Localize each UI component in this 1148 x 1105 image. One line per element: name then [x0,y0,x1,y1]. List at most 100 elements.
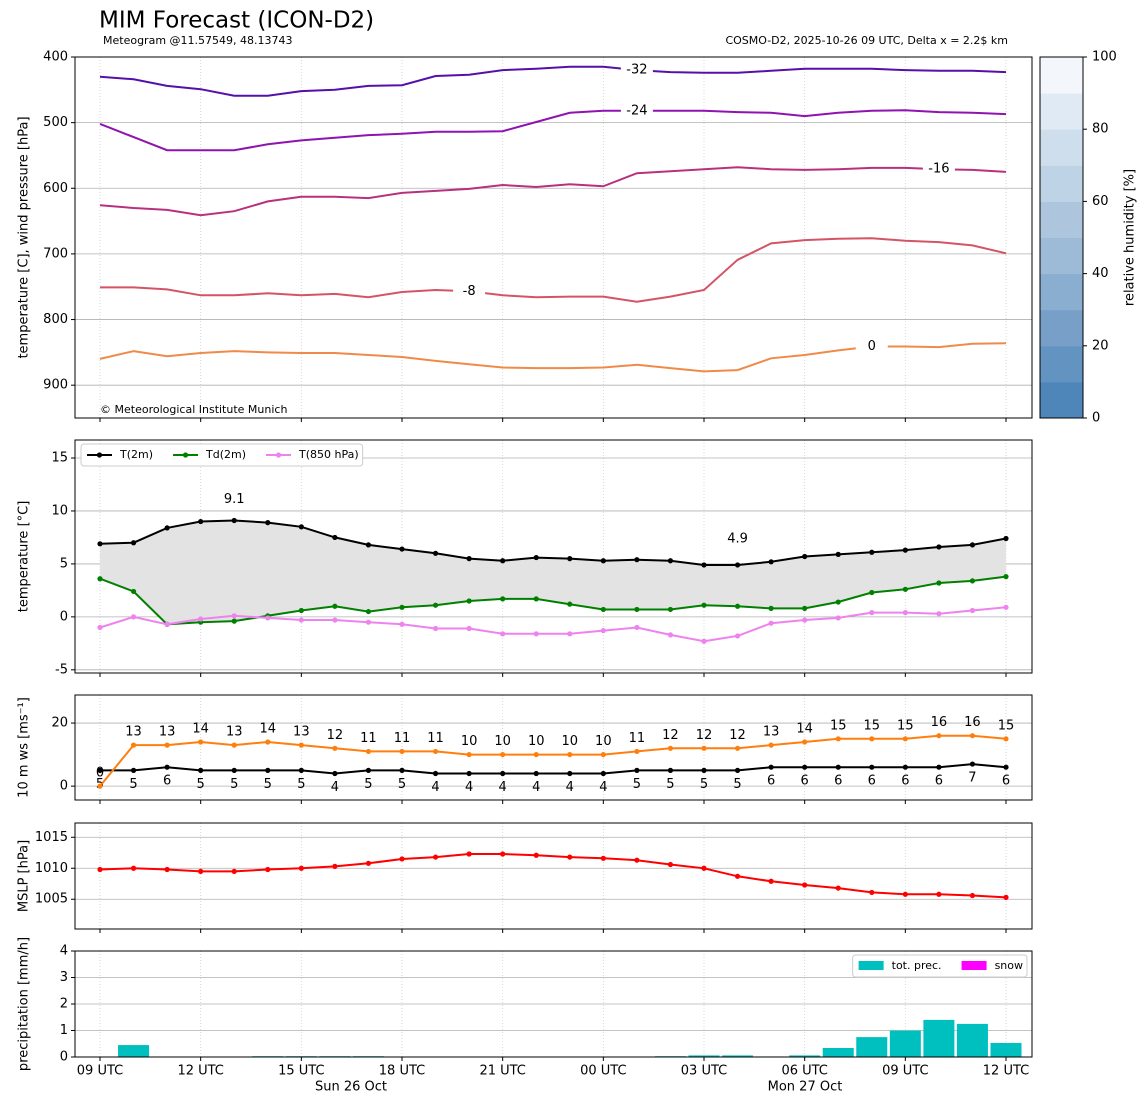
data-label: 10 [494,734,511,749]
data-label: 14 [192,721,209,736]
colorbar-label: relative humidity [%] [1123,169,1138,306]
data-point [466,770,472,777]
data-point [734,633,741,639]
panel-frame [74,822,1033,930]
legend-frame [80,443,364,467]
data-label: 4 [532,780,540,795]
y-tick-label: 1005 [35,892,68,907]
y-axis-label: MSLP [hPa] [17,840,32,912]
isotherm-label-bg [620,62,653,79]
data-point [835,599,841,605]
chart-title: MIM Forecast (ICON-D2) [99,8,374,34]
data-label: 12 [327,728,344,743]
data-point [667,745,674,751]
data-point [130,742,137,748]
data-label: 14 [796,721,813,736]
y-axis-label: temperature [C], wind pressure [hPa] [17,116,32,358]
bar [990,1042,1022,1057]
data-point [835,885,841,891]
data-point [667,861,674,868]
isotherm-label-bg [620,102,653,119]
legend-marker [182,452,189,458]
data-point [835,736,841,742]
data-point [533,751,539,758]
data-point [902,610,908,616]
legend-label: Td(2m) [205,448,246,461]
data-point [835,764,841,770]
data-point [198,616,204,622]
y-tick-label: -5 [55,662,68,677]
data-point [97,783,103,789]
isotherm-label: -32 [626,63,647,78]
data-point [969,578,976,584]
data-point [567,770,573,777]
data-label: 4 [331,780,339,795]
data-point [768,742,774,748]
data-point [265,615,271,621]
data-point [298,742,304,748]
data-point [869,889,875,896]
data-point [97,624,103,631]
isotherm-label: -8 [463,284,476,299]
data-point [567,631,573,637]
data-label: 15 [998,718,1015,733]
colorbar-band [1040,129,1083,166]
data-label: 4 [566,780,574,795]
data-point [701,602,707,608]
x-tick-label: 06 UTC [781,1064,827,1079]
y-tick-label: 10 [51,503,68,518]
colorbar-tick-label: 80 [1092,122,1109,137]
x-tick-label: 12 UTC [177,1064,223,1079]
panel-frame [74,439,1033,674]
data-label: 10 [461,734,478,749]
data-label: 15 [830,718,847,733]
data-label: 5 [230,777,238,792]
bar [923,1019,955,1057]
data-label: 4 [465,780,473,795]
isotherm-line [99,109,1007,152]
y-tick-label: 15 [51,451,68,466]
data-point [265,866,271,873]
data-point [533,596,539,602]
data-point [1003,535,1009,542]
panel-frame [74,694,1033,801]
data-point [500,851,506,857]
data-point [802,739,808,745]
data-point [902,586,908,592]
colorbar-band [1040,201,1083,238]
y-tick-label: 700 [43,246,68,261]
data-point [298,617,304,623]
data-label: 4 [599,780,607,795]
data-point [533,631,539,637]
legend-item: snow [961,959,1023,972]
legend-label: snow [995,959,1023,972]
data-point [265,767,271,773]
data-point [231,742,237,748]
data-point [231,868,237,874]
data-point [164,764,170,770]
data-point [667,558,674,564]
date-label: Mon 27 Oct [768,1080,843,1095]
data-point [265,520,271,526]
data-point [231,613,237,619]
isotherm-label-bg [922,161,955,178]
data-point [130,588,137,595]
data-label: 12 [696,728,713,743]
y-axis-label: temperature [°C] [17,501,32,613]
data-label: 15 [897,718,914,733]
x-tick-label: 15 UTC [278,1064,324,1079]
data-point [164,866,170,873]
data-point [231,618,237,624]
data-point [466,851,472,857]
min-label: 4.9 [727,531,748,546]
series-line [100,763,1007,775]
series-line [99,853,1007,899]
data-point [701,745,707,751]
data-label: 11 [360,731,377,746]
legend-item: T(850 hPa) [266,448,359,461]
data-point [600,628,606,634]
bar [722,1055,754,1057]
data-point [768,605,774,611]
data-point [600,770,606,777]
data-point [969,607,976,614]
